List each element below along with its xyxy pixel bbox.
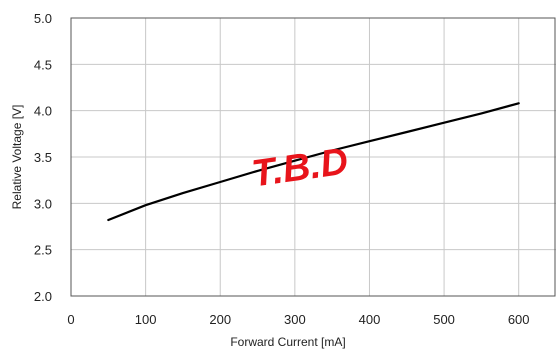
- y-axis-ticks: 2.0 2.5 3.0 3.5 4.0 4.5 5.0: [34, 11, 52, 304]
- tbd-watermark: T.B.D: [249, 140, 350, 195]
- series-line-0: [107, 102, 520, 222]
- y-tick-label: 2.5: [34, 243, 52, 258]
- x-tick-label: 200: [209, 312, 231, 327]
- x-tick-label: 400: [359, 312, 381, 327]
- y-tick-label: 4.0: [34, 104, 52, 119]
- x-tick-label: 300: [284, 312, 306, 327]
- chart-grid: [71, 18, 556, 296]
- series-group: [107, 102, 520, 222]
- x-tick-label: 100: [135, 312, 157, 327]
- y-axis-label: Relative Voltage [V]: [10, 105, 24, 210]
- x-tick-label: 500: [433, 312, 455, 327]
- x-axis-label: Forward Current [mA]: [230, 335, 345, 349]
- x-axis-ticks: 0 100 200 300 400 500 600: [67, 312, 529, 327]
- x-tick-label: 600: [508, 312, 530, 327]
- x-tick-label: 0: [67, 312, 74, 327]
- y-tick-label: 4.5: [34, 57, 52, 72]
- plot-frame: [70, 17, 556, 297]
- y-tick-label: 3.0: [34, 196, 52, 211]
- y-tick-label: 3.5: [34, 150, 52, 165]
- y-tick-label: 5.0: [34, 11, 52, 26]
- y-tick-label: 2.0: [34, 289, 52, 304]
